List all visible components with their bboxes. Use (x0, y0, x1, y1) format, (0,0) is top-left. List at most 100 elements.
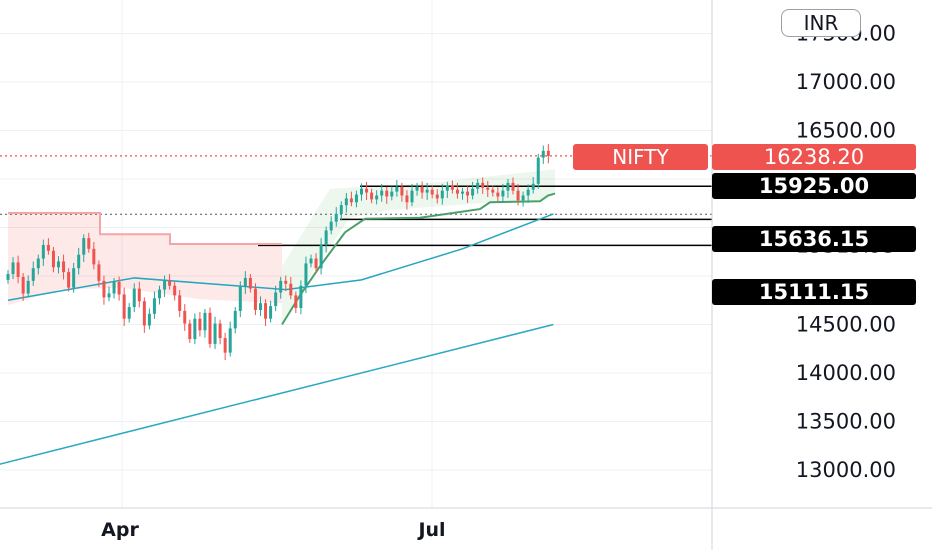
candle[interactable] (450, 180, 454, 194)
candle[interactable] (410, 183, 414, 207)
candle[interactable] (440, 183, 444, 205)
candle[interactable] (158, 285, 161, 305)
candle[interactable] (117, 276, 121, 301)
candle[interactable] (142, 297, 146, 333)
candle[interactable] (365, 181, 369, 200)
candle[interactable] (491, 185, 495, 197)
candle[interactable] (425, 182, 429, 200)
candle[interactable] (41, 239, 45, 266)
candle[interactable] (243, 271, 247, 295)
candle[interactable] (208, 307, 212, 348)
candle[interactable] (289, 276, 293, 300)
candle[interactable] (466, 186, 470, 203)
candle[interactable] (127, 303, 131, 323)
candle[interactable] (324, 226, 328, 253)
candle[interactable] (299, 280, 303, 315)
candle[interactable] (97, 260, 101, 288)
candle[interactable] (531, 177, 535, 194)
candle[interactable] (269, 300, 273, 323)
candle[interactable] (461, 187, 464, 200)
candle[interactable] (511, 177, 515, 195)
candle[interactable] (405, 190, 409, 210)
candle[interactable] (349, 191, 353, 207)
candle[interactable] (238, 281, 242, 318)
candle[interactable] (218, 319, 222, 345)
candle[interactable] (122, 287, 126, 327)
candle[interactable] (380, 183, 384, 202)
candle[interactable] (173, 281, 177, 301)
candle[interactable] (314, 253, 318, 274)
candle[interactable] (284, 275, 288, 292)
candle[interactable] (112, 277, 116, 299)
candle[interactable] (26, 275, 30, 298)
candle[interactable] (31, 261, 35, 286)
candle[interactable] (102, 275, 106, 305)
candle[interactable] (546, 144, 550, 164)
candle[interactable] (67, 268, 71, 292)
candle[interactable] (57, 256, 60, 274)
candle[interactable] (264, 299, 268, 327)
candle[interactable] (400, 182, 404, 202)
candle[interactable] (395, 179, 399, 197)
candle[interactable] (496, 187, 500, 202)
candle[interactable] (430, 185, 434, 199)
candle[interactable] (132, 283, 136, 313)
candle[interactable] (445, 181, 449, 199)
currency-selector[interactable]: INR (781, 9, 861, 37)
candle[interactable] (259, 296, 262, 317)
candle[interactable] (334, 207, 338, 227)
candle[interactable] (77, 247, 81, 275)
candles[interactable] (6, 144, 550, 361)
candle[interactable] (455, 182, 459, 199)
candle[interactable] (248, 274, 252, 293)
candle[interactable] (36, 254, 40, 275)
candle[interactable] (329, 216, 333, 235)
candle[interactable] (415, 182, 419, 196)
candle[interactable] (339, 201, 343, 221)
candle[interactable] (476, 179, 480, 194)
candle[interactable] (183, 304, 187, 331)
candle[interactable] (481, 177, 485, 194)
candle[interactable] (228, 321, 232, 357)
candle[interactable] (390, 186, 394, 201)
candle[interactable] (92, 242, 96, 270)
candle[interactable] (87, 232, 91, 253)
candle[interactable] (62, 254, 66, 280)
candle[interactable] (279, 276, 283, 299)
candle[interactable] (471, 181, 475, 200)
candle[interactable] (82, 234, 86, 263)
candle[interactable] (178, 290, 182, 318)
candle[interactable] (541, 145, 545, 164)
candle[interactable] (168, 274, 172, 290)
candle[interactable] (233, 307, 237, 334)
candle[interactable] (354, 190, 358, 208)
candle[interactable] (420, 181, 424, 199)
candle[interactable] (6, 270, 10, 284)
candle[interactable] (152, 291, 156, 319)
candle[interactable] (370, 188, 374, 204)
candle[interactable] (536, 153, 540, 189)
candle[interactable] (294, 291, 298, 314)
candle[interactable] (344, 193, 348, 213)
candle[interactable] (304, 256, 308, 294)
candle[interactable] (21, 273, 25, 301)
candle[interactable] (385, 186, 389, 204)
candle[interactable] (11, 257, 15, 280)
candle[interactable] (501, 183, 505, 203)
candle[interactable] (163, 275, 167, 297)
candle[interactable] (223, 332, 227, 361)
candle[interactable] (253, 283, 257, 315)
candle[interactable] (203, 308, 207, 338)
candle[interactable] (188, 319, 192, 343)
candle[interactable] (435, 189, 439, 204)
candle[interactable] (46, 238, 50, 255)
candle[interactable] (51, 246, 55, 273)
candle[interactable] (506, 179, 510, 199)
candle[interactable] (137, 281, 141, 308)
candle[interactable] (107, 286, 111, 302)
candle[interactable] (198, 311, 202, 337)
candle[interactable] (360, 183, 363, 201)
candle[interactable] (16, 255, 20, 284)
